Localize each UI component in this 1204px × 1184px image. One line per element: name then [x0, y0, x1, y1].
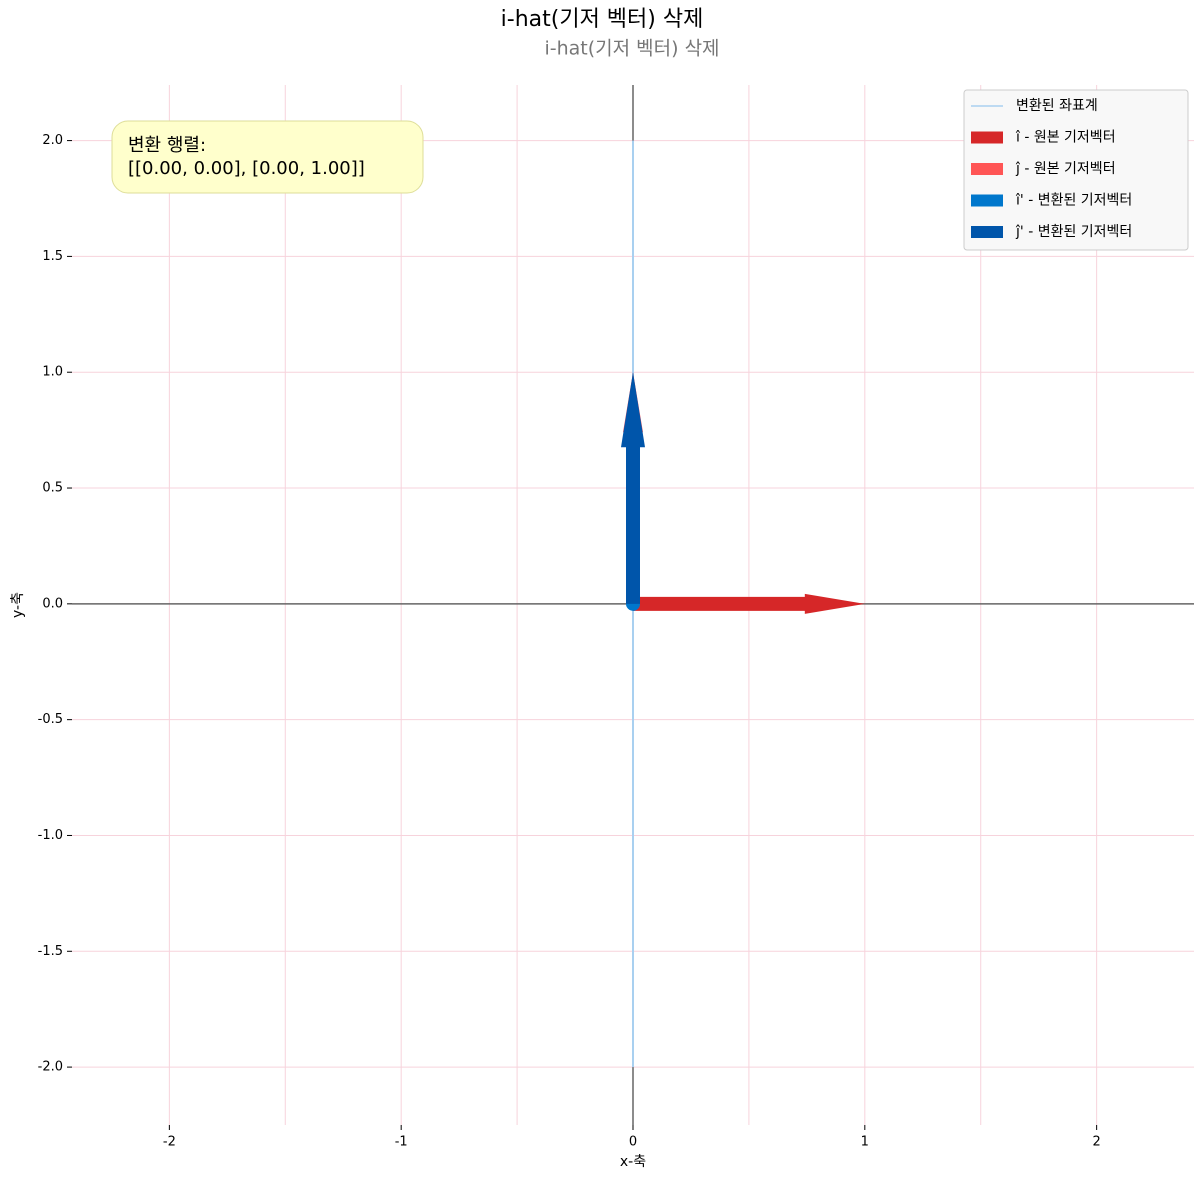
y-axis-label: y-축	[10, 592, 26, 618]
x-tick-label: 2	[1092, 1135, 1100, 1150]
x-tick-label: -2	[163, 1135, 176, 1150]
y-tick-label: 0.5	[42, 481, 63, 496]
legend-label: 변환된 좌표계	[1016, 98, 1098, 114]
legend-swatch	[971, 194, 1003, 207]
legend-swatch	[971, 131, 1003, 144]
annotation-text: [[0.00, 0.00], [0.00, 1.00]]	[128, 158, 365, 179]
chart-title: i-hat(기저 벡터) 삭제	[501, 7, 704, 32]
y-tick-label: 0.0	[42, 596, 63, 611]
legend-label: î' - 변환된 기저벡터	[1015, 193, 1132, 209]
legend-swatch	[971, 163, 1003, 175]
legend-box	[963, 89, 1189, 251]
vector	[621, 372, 645, 604]
y-tick-label: -0.5	[38, 712, 63, 727]
annotation-text: 변환 행렬:	[128, 135, 206, 156]
x-tick-label: 0	[629, 1135, 637, 1150]
chart-subtitle: i-hat(기저 벡터) 삭제	[544, 38, 719, 60]
y-tick-label: -1.5	[38, 944, 63, 959]
y-tick-label: 1.0	[42, 365, 63, 380]
legend-label: ĵ' - 변환된 기저벡터	[1015, 224, 1132, 240]
legend-swatch	[971, 226, 1003, 238]
y-tick-label: 2.0	[42, 133, 63, 148]
y-tick-label: -1.0	[38, 828, 63, 843]
y-tick-label: 1.5	[42, 249, 63, 264]
x-tick-label: 1	[861, 1135, 869, 1150]
y-tick-label: -2.0	[38, 1060, 63, 1075]
x-tick-label: -1	[395, 1135, 408, 1150]
x-axis-label: x-축	[620, 1154, 646, 1170]
vector	[633, 593, 865, 614]
legend-label: ĵ - 원본 기저벡터	[1015, 161, 1116, 177]
legend-label: î - 원본 기저벡터	[1015, 130, 1116, 146]
legend: 변환된 좌표계 î - 원본 기저벡터 ĵ - 원본 기저벡터 î' - 변환된 기저…	[963, 89, 1189, 251]
annotation-box	[111, 120, 424, 194]
